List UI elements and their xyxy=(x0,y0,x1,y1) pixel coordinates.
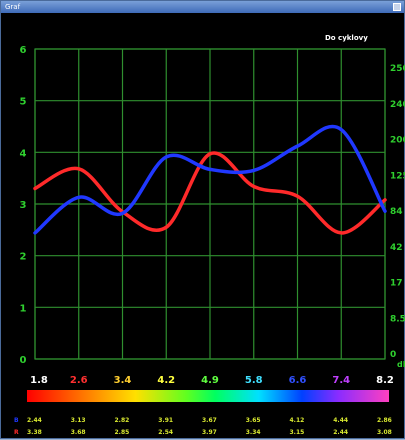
y2-tick-label: 84 xyxy=(390,207,403,217)
readout-value: 3.13 xyxy=(70,417,86,424)
readout-value: 3.91 xyxy=(158,417,174,424)
y2-unit-label: dB xyxy=(397,360,405,369)
y2-axis-ticks: 0 8.5 17 42 84 125 200 240 250 dB xyxy=(390,64,405,369)
y-tick-label: 2 xyxy=(20,252,27,263)
x-tick-label: 3.4 xyxy=(114,375,132,386)
readout-value: 2.44 xyxy=(27,417,42,424)
close-icon[interactable] xyxy=(393,3,401,11)
series-line-blue xyxy=(33,124,387,235)
title-bar: Graf xyxy=(1,1,404,13)
plot-frame xyxy=(34,48,386,360)
readout-series-label: B xyxy=(14,417,19,424)
y2-tick-label: 240 xyxy=(390,100,405,110)
readout-value: 3.65 xyxy=(245,417,261,424)
color-spectrum-bar xyxy=(27,390,389,402)
x-tick-label: 4.2 xyxy=(157,375,175,386)
y-tick-label: 6 xyxy=(20,45,27,56)
y-axis-ticks: 0 1 2 3 4 5 6 xyxy=(20,45,27,366)
readout-value: 2.85 xyxy=(114,429,130,436)
y-tick-label: 0 xyxy=(20,355,27,366)
y2-tick-label: 8.5 xyxy=(390,314,405,324)
y2-tick-label: 17 xyxy=(390,279,403,289)
grid-lines xyxy=(34,48,386,360)
readout-value: 3.68 xyxy=(70,429,86,436)
plot-top-label: Do cyklovy xyxy=(325,34,368,42)
readout-value: 4.44 xyxy=(333,417,349,424)
y2-tick-label: 125 xyxy=(390,171,405,181)
x-tick-label: 5.8 xyxy=(245,375,263,386)
window-title: Graf xyxy=(5,3,21,11)
y2-tick-label: 200 xyxy=(390,136,405,146)
series-lines xyxy=(33,124,387,235)
y-tick-label: 1 xyxy=(20,303,27,314)
readout-row-red: R 3.38 3.68 2.85 2.54 3.97 3.34 3.15 2.44 3.08 xyxy=(14,429,394,439)
readout-value: 4.12 xyxy=(289,417,305,424)
readout-value: 3.15 xyxy=(289,429,305,436)
y-tick-label: 3 xyxy=(20,200,27,211)
readout-series-label: R xyxy=(14,429,19,436)
x-axis-ticks: 1.8 2.6 3.4 4.2 4.9 5.8 6.6 7.4 8.2 xyxy=(30,375,394,386)
readout-value: 3.34 xyxy=(245,429,261,436)
readout-value: 2.54 xyxy=(158,429,174,436)
readout-value: 2.82 xyxy=(114,417,130,424)
x-tick-label: 2.6 xyxy=(70,375,88,386)
readout-value: 3.67 xyxy=(202,417,217,424)
readout-value: 3.08 xyxy=(377,429,392,436)
readout-row-blue: B 2.44 3.13 2.82 3.91 3.67 3.65 4.12 4.44 2.86 xyxy=(14,417,394,427)
y2-tick-label: 250 xyxy=(390,64,405,74)
x-tick-label: 6.6 xyxy=(289,375,307,386)
readout-value: 3.38 xyxy=(27,429,42,436)
x-tick-label: 7.4 xyxy=(332,375,350,386)
y-tick-label: 4 xyxy=(20,148,27,159)
x-tick-label: 8.2 xyxy=(376,375,394,386)
x-tick-label: 4.9 xyxy=(201,375,219,386)
y-tick-label: 5 xyxy=(20,97,27,108)
y2-tick-label: 42 xyxy=(390,243,403,253)
readout-value: 2.44 xyxy=(333,429,349,436)
readout-value: 2.86 xyxy=(377,417,392,424)
y2-tick-label: 0 xyxy=(390,350,396,360)
x-tick-label: 1.8 xyxy=(30,375,48,386)
series-line-red xyxy=(33,151,387,235)
readout-value: 3.97 xyxy=(202,429,217,436)
